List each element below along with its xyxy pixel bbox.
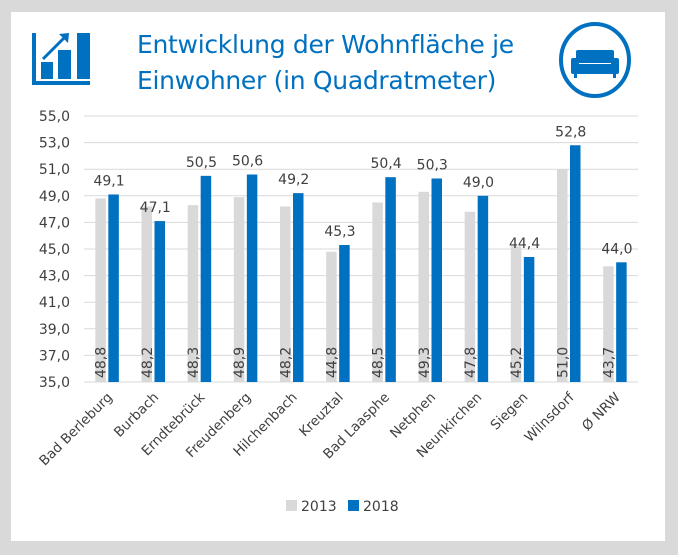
data-label-2018: 44,0	[601, 241, 632, 257]
bar-2018-0	[108, 194, 119, 382]
data-label-2018: 49,0	[463, 175, 494, 191]
sofa-icon	[559, 22, 631, 98]
bar-2013-2	[187, 205, 199, 382]
y-tick-label: 47,0	[39, 215, 70, 231]
data-label-2013: 49,3	[417, 347, 433, 378]
bar-2013-3	[233, 197, 245, 382]
legend: 2013 2018	[286, 499, 399, 515]
chart-card	[11, 12, 665, 541]
data-label-2018: 49,2	[278, 172, 309, 188]
bar-2013-10	[557, 169, 568, 382]
gridlines	[84, 115, 638, 383]
chart-title-line-1: Entwicklung der Wohnfläche je	[137, 30, 514, 59]
data-label-2013: 48,8	[94, 347, 110, 378]
chart-title: Entwicklung der Wohnfläche je Einwohner …	[137, 27, 547, 99]
legend-swatch-2013	[286, 500, 297, 511]
data-label-2018: 47,1	[140, 200, 171, 216]
data-label-2013: 48,5	[371, 347, 387, 378]
data-label-2013: 48,3	[186, 347, 202, 378]
bar-2013-1	[141, 206, 152, 382]
data-label-2013: 48,2	[140, 347, 156, 378]
y-tick-label: 53,0	[39, 136, 70, 152]
data-label-2018: 45,3	[324, 224, 355, 240]
data-label-2013: 43,7	[601, 347, 617, 378]
bar-2013-0	[95, 198, 106, 382]
bar-2013-4	[280, 206, 291, 382]
bar-2018-5	[339, 245, 350, 382]
bar-2018-6	[385, 177, 396, 382]
y-tick-label: 43,0	[39, 269, 70, 285]
bar-2018-9	[523, 256, 535, 382]
y-tick-label: 37,0	[39, 348, 70, 364]
data-label-2013: 44,8	[324, 347, 340, 378]
bar-2013-8	[464, 211, 476, 382]
data-label-2018: 50,6	[232, 154, 263, 170]
chart-title-line-2: Einwohner (in Quadratmeter)	[137, 66, 497, 95]
bar-2013-6	[372, 202, 383, 382]
bar-2018-2	[200, 175, 212, 382]
y-tick-label: 39,0	[39, 322, 70, 338]
bar-2013-11	[603, 266, 614, 382]
bar-2018-8	[477, 195, 489, 382]
legend-label-2013: 2013	[301, 499, 337, 515]
bar-2018-11	[616, 262, 627, 382]
x-tick-label: Bad Berleburg	[36, 390, 116, 470]
bar-2018-4	[293, 193, 304, 382]
data-label-2018: 50,5	[186, 155, 217, 171]
x-axis-tick-labels: Bad BerleburgBurbachErndtebrückFreudenbe…	[36, 389, 623, 469]
data-label-2013: 48,2	[278, 347, 294, 378]
y-axis-tick-labels: 35,0 37,0 39,0 41,0 43,0 45,0 47,0 49,0 51,0 53,0…	[39, 109, 70, 391]
data-label-2013: 47,8	[463, 347, 479, 378]
legend-swatch-2018	[348, 500, 359, 511]
x-tick-label: Siegen	[488, 390, 532, 434]
y-tick-label: 49,0	[39, 189, 70, 205]
x-tick-label: Wilnsdorf	[522, 389, 579, 446]
bar-2018-1	[154, 221, 165, 382]
data-label-2018: 44,4	[509, 236, 540, 252]
y-tick-label: 41,0	[39, 295, 70, 311]
y-tick-label: 45,0	[39, 242, 70, 258]
bar-2013-9	[510, 246, 522, 382]
data-label-2018: 50,3	[417, 158, 448, 174]
growth-bar-chart-icon	[32, 33, 90, 85]
bar-2018-10	[570, 145, 581, 382]
x-tick-label: Ø NRW	[579, 390, 624, 435]
bar-2018-7	[431, 178, 442, 382]
data-labels: 48,8 49,1 48,2 47,1 48,3 50,5 48,9 50,6 48,2 49,2…	[93, 124, 632, 378]
y-tick-label: 51,0	[39, 162, 70, 178]
legend-label-2018: 2018	[363, 499, 399, 515]
data-label-2018: 49,1	[93, 173, 124, 189]
bar-2018-3	[246, 174, 258, 382]
data-label-2013: 45,2	[509, 347, 525, 378]
data-label-2018: 50,4	[370, 156, 401, 172]
bars	[95, 145, 627, 382]
bar-2013-5	[326, 251, 337, 382]
y-tick-label: 55,0	[39, 109, 70, 125]
data-label-2013: 48,9	[232, 347, 248, 378]
data-label-2018: 52,8	[555, 124, 586, 140]
bar-2013-7	[418, 191, 429, 382]
data-label-2013: 51,0	[555, 347, 571, 378]
y-tick-label: 35,0	[39, 375, 70, 391]
